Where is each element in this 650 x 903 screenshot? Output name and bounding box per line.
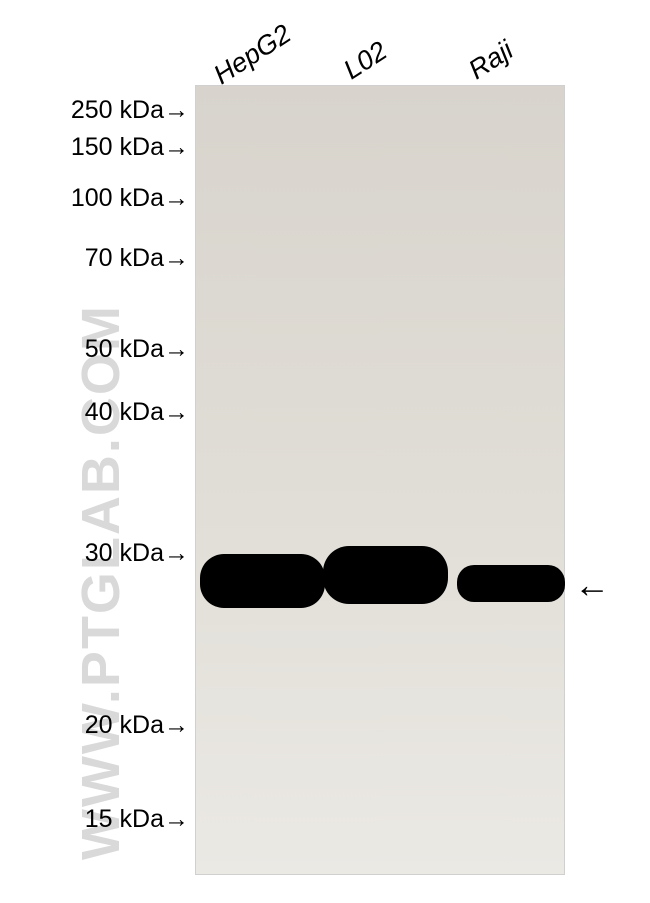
band-raji [457,565,565,602]
detection-arrow-icon: ← [574,564,610,606]
marker-250kda: 250 kDa→ [71,96,189,125]
lane-label-hepg2: HepG2 [208,18,297,91]
marker-150kda: 150 kDa→ [71,133,189,162]
marker-15kda: 15 kDa→ [85,805,189,834]
lane-label-raji: Raji [463,35,519,86]
marker-40kda: 40 kDa→ [85,398,189,427]
lane-label-l02: L02 [338,35,393,86]
band-l02 [323,546,448,604]
marker-100kda: 100 kDa→ [71,184,189,213]
band-hepg2 [200,554,325,608]
marker-20kda: 20 kDa→ [85,711,189,740]
blot-figure: WWW.PTGLAB.COM HepG2 L02 Raji 250 kDa→ 1… [0,0,650,903]
marker-70kda: 70 kDa→ [85,244,189,273]
watermark-text: WWW.PTGLAB.COM [70,304,132,860]
marker-30kda: 30 kDa→ [85,539,189,568]
marker-50kda: 50 kDa→ [85,335,189,364]
blot-membrane [195,85,565,875]
